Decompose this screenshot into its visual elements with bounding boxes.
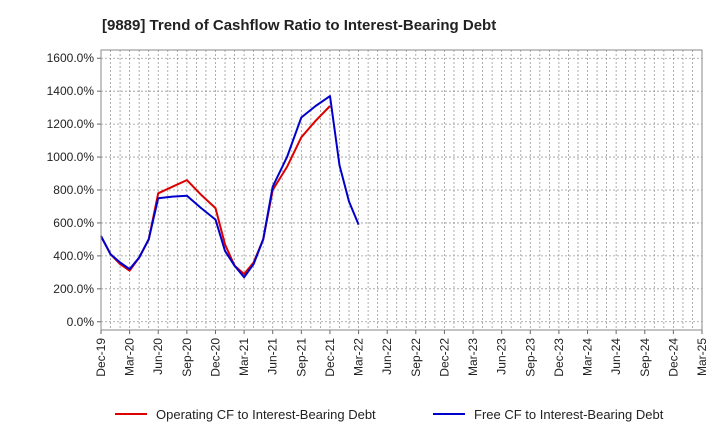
- x-tick-label: Dec-20: [208, 338, 222, 377]
- y-tick-label: 600.0%: [53, 216, 94, 230]
- x-tick-label: Mar-20: [123, 338, 137, 376]
- y-tick-label: 1400.0%: [47, 84, 95, 98]
- plot-frame: [100, 49, 703, 331]
- x-tick-label: Mar-23: [466, 338, 480, 376]
- x-tick-label: Jun-23: [495, 338, 509, 375]
- series-line-free-cf: [100, 95, 360, 279]
- x-tick-label: Mar-25: [695, 338, 709, 376]
- x-tick-label: Sep-24: [638, 338, 652, 377]
- x-tick-label: Sep-21: [294, 338, 308, 377]
- x-tick-label: Mar-22: [352, 338, 366, 376]
- x-tick-label: Dec-24: [666, 338, 680, 377]
- x-tick-label: Sep-23: [523, 338, 537, 377]
- x-tick-label: Sep-20: [180, 338, 194, 377]
- y-axis-ticks: 0.0% 200.0% 400.0% 600.0% 800.0% 1000.0% 1200.…: [47, 51, 101, 329]
- chart-legend: Operating CF to Interest-Bearing Debt Fre…: [115, 407, 664, 422]
- chart-grid: [100, 50, 703, 330]
- y-tick-label: 1000.0%: [47, 150, 95, 164]
- x-tick-label: Jun-24: [609, 338, 623, 375]
- x-tick-label: Sep-22: [409, 338, 423, 377]
- chart-title: [9889] Trend of Cashflow Ratio to Intere…: [102, 17, 496, 34]
- x-tick-label: Dec-19: [94, 338, 108, 377]
- x-tick-label: Jun-20: [151, 338, 165, 375]
- x-tick-label: Mar-21: [237, 338, 251, 376]
- y-tick-label: 400.0%: [53, 249, 94, 263]
- x-tick-label: Jun-22: [380, 338, 394, 375]
- y-tick-label: 0.0%: [67, 315, 95, 329]
- y-tick-label: 800.0%: [53, 183, 94, 197]
- x-tick-label: Jun-21: [266, 338, 280, 375]
- legend-label: Operating CF to Interest-Bearing Debt: [156, 407, 376, 422]
- x-tick-label: Dec-23: [552, 338, 566, 377]
- y-tick-label: 200.0%: [53, 282, 94, 296]
- x-tick-label: Dec-22: [437, 338, 451, 377]
- y-tick-label: 1200.0%: [47, 117, 95, 131]
- y-tick-label: 1600.0%: [47, 51, 95, 65]
- x-tick-label: Mar-24: [581, 338, 595, 376]
- legend-label: Free CF to Interest-Bearing Debt: [474, 407, 664, 422]
- x-tick-label: Dec-21: [323, 338, 337, 377]
- series-lines: [100, 95, 360, 279]
- x-axis-ticks: Dec-19 Mar-20 Jun-20 Sep-20 Dec-20 Mar-21 Jun-…: [94, 330, 709, 377]
